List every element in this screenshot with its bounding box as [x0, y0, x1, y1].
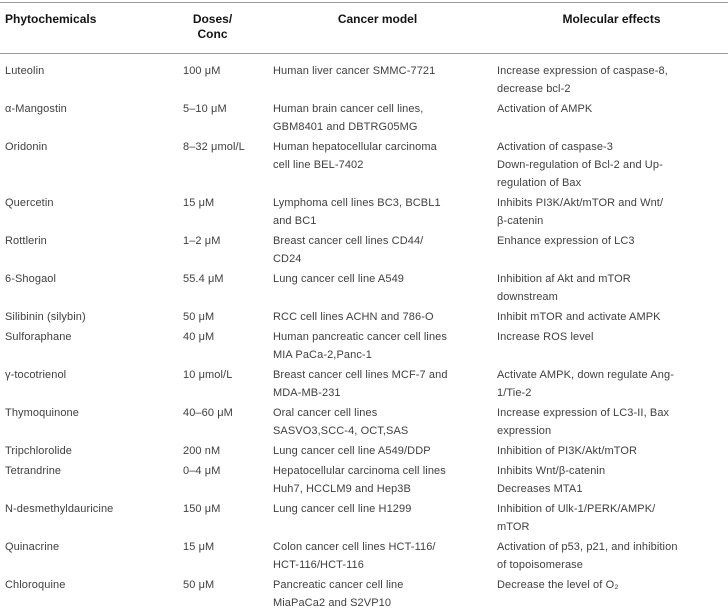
cell-phytochemical: α-Mangostin	[5, 103, 67, 115]
table-row: Oridonin 8–32 μmol/L Human hepatocellula…	[0, 137, 728, 193]
cell-phytochemical: Sulforaphane	[5, 331, 72, 343]
cell-dose: 5–10 μM	[183, 103, 227, 115]
cell-cancer-model: Hepatocellular carcinoma cell lines Huh7…	[273, 465, 446, 495]
cell-cancer-model: Human brain cancer cell lines, GBM8401 a…	[273, 103, 424, 133]
table-row: Quinacrine 15 μM Colon cancer cell lines…	[0, 537, 728, 575]
table-row: N-desmethyldauricine 150 μM Lung cancer …	[0, 499, 728, 537]
cell-dose: 50 μM	[183, 579, 215, 591]
column-header-doses-conc: Doses/ Conc	[165, 2, 260, 54]
cell-molecular-effects: Inhibits Wnt/β-catenin Decreases MTA1	[497, 465, 606, 495]
table-row: Silibinin (silybin) 50 μM RCC cell lines…	[0, 307, 728, 327]
cell-cancer-model: Colon cancer cell lines HCT-116/ HCT-116…	[273, 541, 436, 571]
table-row: Chloroquine 50 μM Pancreatic cancer cell…	[0, 575, 728, 612]
table-row: Rottlerin 1–2 μM Breast cancer cell line…	[0, 231, 728, 269]
cell-molecular-effects: Enhance expression of LC3	[497, 235, 635, 247]
cell-dose: 8–32 μmol/L	[183, 141, 245, 153]
cell-dose: 10 μmol/L	[183, 369, 233, 381]
cell-molecular-effects: Activation of AMPK	[497, 103, 593, 115]
cell-cancer-model: RCC cell lines ACHN and 786-O	[273, 311, 434, 323]
table-header: Phytochemicals Doses/ Conc Cancer model …	[0, 2, 728, 54]
cell-molecular-effects: Increase ROS level	[497, 331, 594, 343]
cell-cancer-model: Lymphoma cell lines BC3, BCBL1 and BC1	[273, 197, 441, 227]
cell-molecular-effects: Increase expression of caspase-8, decrea…	[497, 65, 668, 95]
cell-cancer-model: Lung cancer cell line A549/DDP	[273, 445, 431, 457]
cell-dose: 50 μM	[183, 311, 215, 323]
table-row: γ-tocotrienol 10 μmol/L Breast cancer ce…	[0, 365, 728, 403]
cell-molecular-effects: Activation of caspase-3 Down-regulation …	[497, 141, 663, 189]
cell-cancer-model: Breast cancer cell lines MCF-7 and MDA-M…	[273, 369, 448, 399]
cell-cancer-model: Human pancreatic cancer cell lines MIA P…	[273, 331, 447, 361]
cell-phytochemical: Rottlerin	[5, 235, 47, 247]
cell-dose: 15 μM	[183, 541, 215, 553]
column-header-molecular-effects: Molecular effects	[495, 2, 728, 54]
table-row: Tripchlorolide 200 nM Lung cancer cell l…	[0, 441, 728, 461]
cell-dose: 15 μM	[183, 197, 215, 209]
cell-phytochemical: Quinacrine	[5, 541, 60, 553]
table-body: Luteolin 100 μM Human liver cancer SMMC-…	[0, 54, 728, 612]
cell-molecular-effects: Inhibition af Akt and mTOR downstream	[497, 273, 631, 303]
cell-phytochemical: Quercetin	[5, 197, 54, 209]
cell-phytochemical: Oridonin	[5, 141, 48, 153]
cell-phytochemical: N-desmethyldauricine	[5, 503, 114, 515]
cell-phytochemical: Thymoquinone	[5, 407, 79, 419]
cell-phytochemical: Chloroquine	[5, 579, 66, 591]
table-row: Quercetin 15 μM Lymphoma cell lines BC3,…	[0, 193, 728, 231]
column-header-cancer-model: Cancer model	[260, 2, 495, 54]
cell-cancer-model: Oral cancer cell lines SASVO3,SCC-4, OCT…	[273, 407, 409, 437]
cell-phytochemical: Tripchlorolide	[5, 445, 73, 457]
table-row: Luteolin 100 μM Human liver cancer SMMC-…	[0, 54, 728, 100]
cell-phytochemical: Tetrandrine	[5, 465, 62, 477]
table-row: Tetrandrine 0–4 μM Hepatocellular carcin…	[0, 461, 728, 499]
cell-phytochemical: Luteolin	[5, 65, 45, 77]
cell-dose: 100 μM	[183, 65, 221, 77]
cell-dose: 40–60 μM	[183, 407, 233, 419]
cell-phytochemical: 6-Shogaol	[5, 273, 57, 285]
cell-cancer-model: Pancreatic cancer cell line MiaPaCa2 and…	[273, 579, 404, 609]
table-row: α-Mangostin 5–10 μM Human brain cancer c…	[0, 99, 728, 137]
cell-molecular-effects: Activation of p53, p21, and inhibition o…	[497, 541, 678, 571]
cell-molecular-effects: Activate AMPK, down regulate Ang- 1/Tie-…	[497, 369, 674, 399]
header-row: Phytochemicals Doses/ Conc Cancer model …	[0, 2, 728, 54]
cell-cancer-model: Human liver cancer SMMC-7721	[273, 65, 436, 77]
cell-molecular-effects: Inhibition of PI3K/Akt/mTOR	[497, 445, 638, 457]
cell-cancer-model: Human hepatocellular carcinoma cell line…	[273, 141, 437, 171]
cell-phytochemical: Silibinin (silybin)	[5, 311, 86, 323]
cell-phytochemical: γ-tocotrienol	[5, 369, 67, 381]
cell-dose: 200 nM	[183, 445, 221, 457]
cell-cancer-model: Lung cancer cell line H1299	[273, 503, 412, 515]
cell-molecular-effects: Inhibits PI3K/Akt/mTOR and Wnt/ β-cateni…	[497, 197, 664, 227]
column-header-phytochemicals: Phytochemicals	[0, 2, 165, 54]
cell-cancer-model: Lung cancer cell line A549	[273, 273, 405, 285]
cell-cancer-model: Breast cancer cell lines CD44/ CD24	[273, 235, 424, 265]
cell-dose: 55.4 μM	[183, 273, 224, 285]
cell-molecular-effects: Decrease the level of O₂	[497, 579, 619, 591]
cell-dose: 0–4 μM	[183, 465, 221, 477]
cell-dose: 1–2 μM	[183, 235, 221, 247]
table-row: Sulforaphane 40 μM Human pancreatic canc…	[0, 327, 728, 365]
cell-molecular-effects: Inhibit mTOR and activate AMPK	[497, 311, 661, 323]
table-row: 6-Shogaol 55.4 μM Lung cancer cell line …	[0, 269, 728, 307]
cell-molecular-effects: Inhibition of Ulk-1/PERK/AMPK/ mTOR	[497, 503, 656, 533]
table-row: Thymoquinone 40–60 μM Oral cancer cell l…	[0, 403, 728, 441]
cell-molecular-effects: Increase expression of LC3-II, Bax expre…	[497, 407, 670, 437]
cell-dose: 150 μM	[183, 503, 221, 515]
cell-dose: 40 μM	[183, 331, 215, 343]
